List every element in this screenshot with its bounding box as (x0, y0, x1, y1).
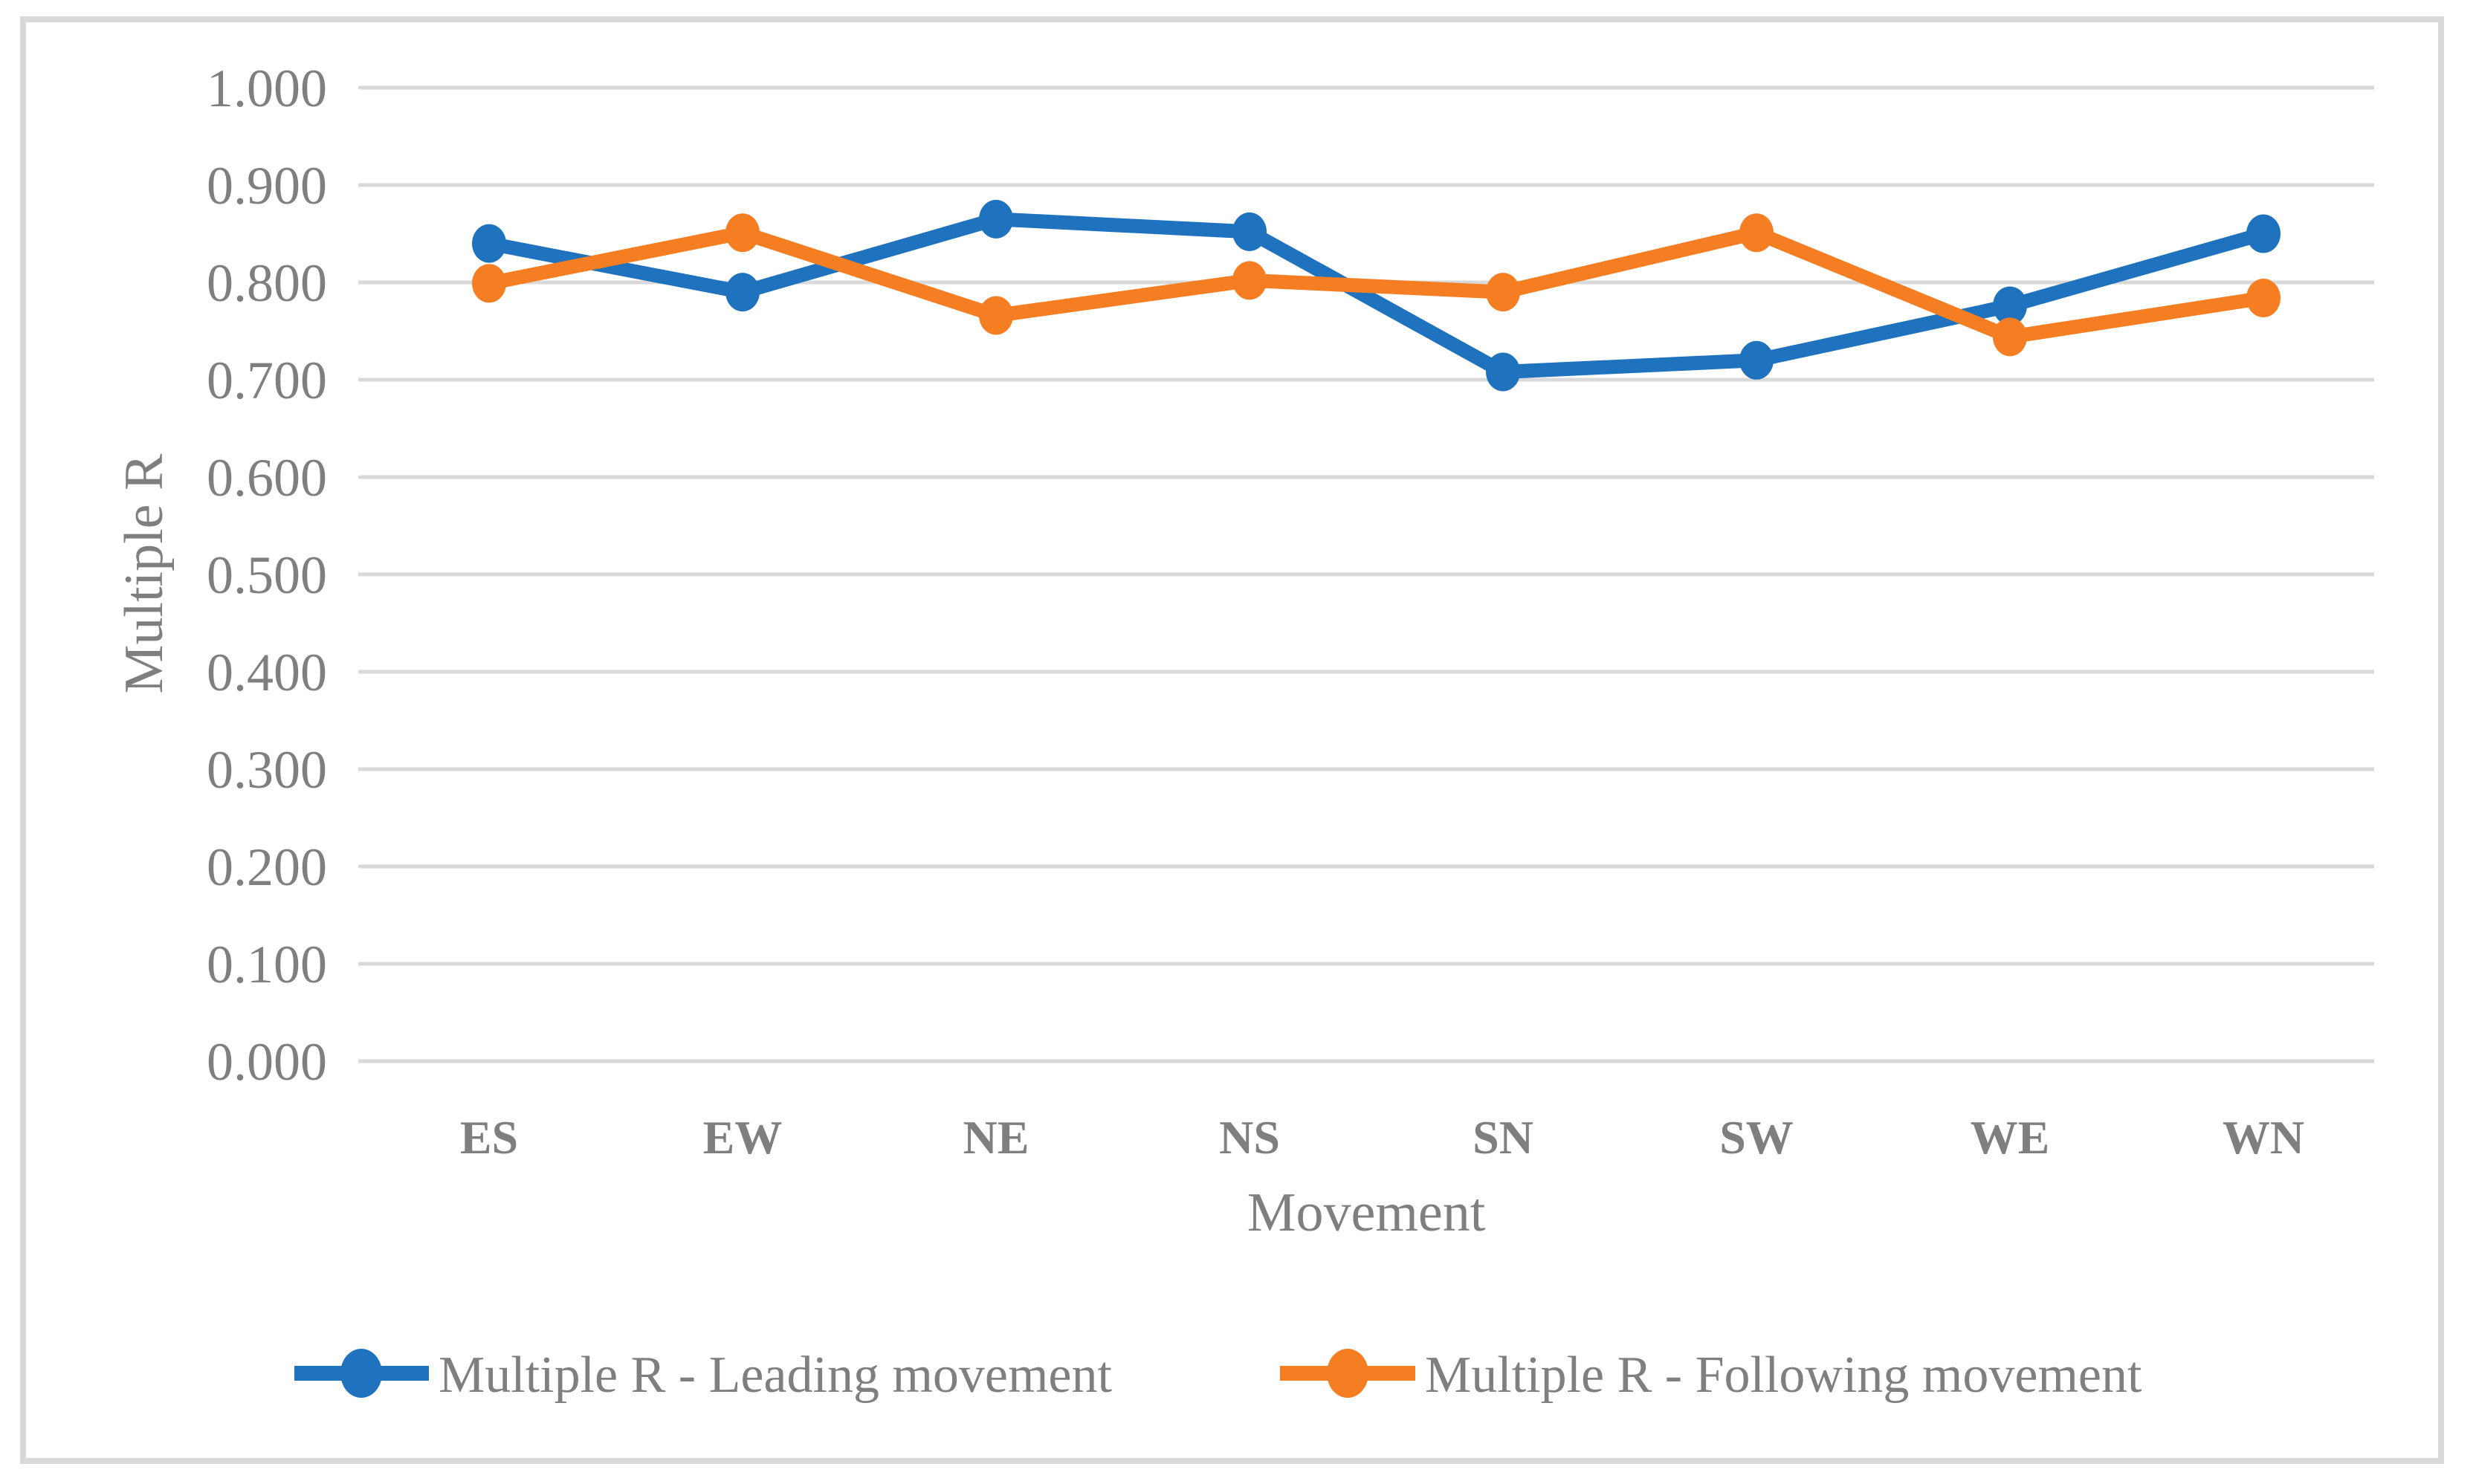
legend-label-following: Multiple R - Following movement (1425, 1347, 2142, 1404)
data-point-marker (1486, 352, 1520, 392)
y-tick-0.200: 0.200 (207, 837, 327, 897)
legend-key-marker-0 (340, 1349, 382, 1398)
data-point-marker (1993, 286, 2027, 325)
data-point-marker (1993, 317, 2027, 357)
data-point-marker (2246, 214, 2281, 253)
data-point-marker (1232, 212, 1267, 251)
y-tick-0.100: 0.100 (207, 935, 327, 994)
data-point-marker (1739, 213, 1774, 253)
series-lines (472, 199, 2281, 392)
x-label-SW: SW (1719, 1111, 1794, 1164)
data-point-marker (472, 264, 506, 303)
data-point-marker (472, 224, 506, 263)
y-tick-0.300: 0.300 (207, 740, 327, 800)
x-label-WE: WE (1971, 1111, 2050, 1164)
legend-label-leading: Multiple R - Leading movement (439, 1347, 1112, 1404)
legend-markers (294, 1349, 1415, 1398)
data-point-marker (1232, 261, 1267, 300)
x-axis-title: Movement (1247, 1182, 1486, 1243)
x-label-SN: SN (1473, 1111, 1533, 1164)
y-tick-0.400: 0.400 (207, 643, 327, 702)
y-tick-0.000: 0.000 (207, 1032, 327, 1092)
series-line-1 (488, 225, 2265, 344)
y-tick-1.000: 1.000 (207, 59, 327, 118)
y-tick-0.900: 0.900 (207, 156, 327, 216)
y-tick-0.800: 0.800 (207, 253, 327, 313)
y-tick-0.500: 0.500 (207, 545, 327, 605)
legend-key-marker-1 (1327, 1349, 1368, 1398)
y-tick-0.600: 0.600 (207, 448, 327, 508)
data-point-marker (1486, 273, 1520, 312)
data-point-marker (979, 199, 1013, 239)
x-label-NE: NE (963, 1111, 1029, 1164)
x-label-EW: EW (703, 1111, 783, 1164)
y-tick-0.700: 0.700 (207, 351, 327, 410)
y-axis-title: Multiple R (114, 453, 175, 693)
x-axis-category-labels: ES EW NE NS SN SW WE WN (460, 1111, 2304, 1164)
figure-border (20, 16, 2444, 1464)
x-label-WN: WN (2223, 1111, 2304, 1164)
x-label-NS: NS (1219, 1111, 1280, 1164)
data-point-marker (725, 273, 760, 312)
legend: Multiple R - Leading movement Multiple R… (294, 1347, 2142, 1404)
gridlines (358, 85, 2374, 1063)
x-label-ES: ES (460, 1111, 518, 1164)
data-point-marker (725, 213, 760, 253)
data-point-marker (2246, 278, 2281, 317)
data-point-marker (979, 296, 1013, 335)
y-axis-tick-labels: 0.000 0.100 0.200 0.300 0.400 0.500 0.60… (207, 59, 327, 1092)
data-point-marker (1739, 340, 1774, 380)
